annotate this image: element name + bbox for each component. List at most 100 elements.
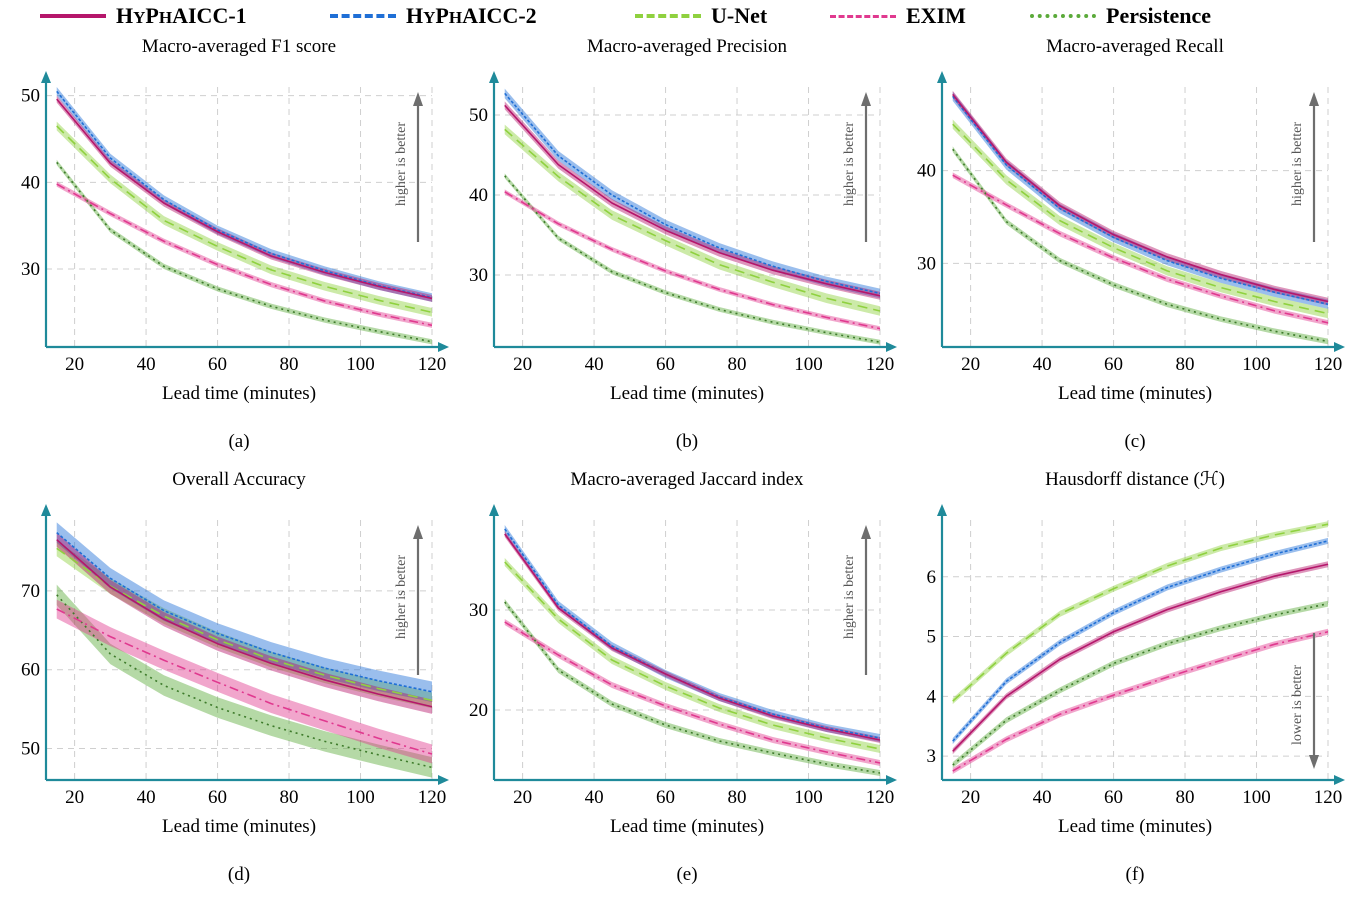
x-tick-label: 60 [1104, 787, 1123, 808]
band-exim [56, 599, 432, 764]
band-hyphaicc-2 [56, 87, 432, 302]
y-axis-arrowhead [489, 71, 499, 83]
x-tick-label: 60 [656, 787, 675, 808]
series-line-hyphaicc-2 [952, 540, 1329, 742]
chart-svg: Overall Accuracy 20 40 60 80 100 120 50 60 70 Lead… [21, 469, 449, 885]
legend-item-exim: EXIM [830, 2, 966, 30]
x-tick-label: 40 [585, 354, 604, 375]
y-tick-label: 30 [21, 259, 40, 280]
chart-title: Macro-averaged Jaccard index [570, 469, 804, 490]
series-line-hyphaicc-1 [504, 104, 881, 297]
band-hyphaicc-1 [504, 101, 880, 300]
grid [46, 520, 433, 780]
x-tick-label: 80 [280, 787, 299, 808]
chart-jaccard-index: Macro-averaged Jaccard index 20 40 60 80 100 1… [448, 465, 897, 897]
y-tick-label: 60 [21, 660, 40, 681]
annotation-text: lower is better [1290, 665, 1305, 745]
annotation-arrowhead [1309, 92, 1319, 106]
y-tick-label: 40 [469, 185, 488, 206]
band-hyphaicc-1 [504, 531, 880, 743]
x-tick-label: 60 [208, 787, 227, 808]
series-line-u-net [504, 561, 881, 750]
x-tick-label: 80 [1176, 787, 1195, 808]
x-tick-label: 100 [346, 354, 375, 375]
y-tick-label: 40 [21, 172, 40, 193]
band-hyphaicc-2 [504, 525, 880, 742]
series-line-hyphaicc-2 [952, 95, 1329, 306]
series-line-exim [504, 191, 881, 330]
y-tick-label: 50 [469, 105, 488, 126]
legend-swatch-u-net [635, 14, 701, 18]
chart-title: Hausdorff distance (ℋ) [1045, 469, 1225, 490]
x-axis-label: Lead time (minutes) [610, 383, 764, 404]
band-hyphaicc-1 [56, 95, 432, 302]
series-line-u-net [952, 523, 1329, 702]
x-tick-label: 80 [728, 354, 747, 375]
x-tick-label: 120 [418, 787, 447, 808]
annotation-text: higher is better [394, 122, 409, 206]
panel-caption: (a) [228, 431, 249, 452]
chart-svg: Macro-averaged Jaccard index 20 40 60 80 100 1… [469, 469, 897, 885]
series-line-hyphaicc-1 [56, 98, 433, 300]
x-tick-label: 120 [866, 354, 895, 375]
series-line-u-net [952, 123, 1329, 315]
annotation-arrowhead [413, 525, 423, 539]
y-tick-label: 20 [469, 700, 488, 721]
chart-precision: Macro-averaged Precision 20 40 60 80 100 120 30… [448, 32, 897, 464]
series-line-exim [952, 174, 1329, 324]
chart-title: Macro-averaged F1 score [142, 36, 336, 57]
y-tick-label: 30 [469, 600, 488, 621]
band-hyphaicc-2 [952, 537, 1328, 745]
annotation-arrowhead [861, 92, 871, 106]
x-axis-label: Lead time (minutes) [1058, 383, 1212, 404]
series-line-persistence [56, 594, 433, 769]
series-line-hyphaicc-1 [504, 533, 881, 741]
x-tick-label: 60 [656, 354, 675, 375]
y-axis-arrowhead [937, 504, 947, 516]
x-tick-label: 80 [1176, 354, 1195, 375]
legend-item-persistence: Persistence [1030, 2, 1211, 30]
x-tick-label: 40 [1033, 787, 1052, 808]
x-axis-label: Lead time (minutes) [610, 816, 764, 837]
annotation-text: higher is better [842, 122, 857, 206]
x-axis-label: Lead time (minutes) [162, 383, 316, 404]
y-tick-label: 30 [917, 253, 936, 274]
chart-svg: Macro-averaged F1 score 20 40 60 80 100 120 30 4… [21, 36, 449, 452]
y-tick-label: 50 [21, 86, 40, 107]
band-exim [504, 189, 880, 331]
x-tick-label: 20 [961, 354, 980, 375]
x-tick-label: 100 [1242, 354, 1271, 375]
x-tick-label: 20 [65, 354, 84, 375]
x-axis-arrowhead [438, 775, 449, 785]
series-line-hyphaicc-1 [952, 93, 1329, 303]
series-line-hyphaicc-2 [504, 92, 881, 295]
x-tick-label: 80 [728, 787, 747, 808]
annotation-arrowhead [861, 525, 871, 539]
x-tick-label: 20 [513, 354, 532, 375]
grid [942, 87, 1329, 347]
y-axis-arrowhead [41, 71, 51, 83]
x-tick-label: 20 [961, 787, 980, 808]
series-line-exim [504, 621, 881, 764]
band-hyphaicc-2 [56, 522, 432, 702]
band-persistence [56, 159, 432, 345]
y-axis-arrowhead [41, 504, 51, 516]
series-line-persistence [56, 161, 433, 343]
y-axis-arrowhead [489, 504, 499, 516]
legend-item-hyphaicc-1: HYPHAICC-1 [40, 2, 247, 30]
annotation-text: higher is better [1290, 122, 1305, 206]
annotation-arrowhead [1309, 755, 1319, 769]
x-tick-label: 60 [1104, 354, 1123, 375]
x-tick-label: 100 [794, 354, 823, 375]
y-tick-label: 6 [927, 567, 937, 588]
legend-swatch-hyphaicc-2 [330, 14, 396, 18]
legend-label-hyphaicc-2: HYPHAICC-2 [406, 3, 537, 28]
band-exim [952, 628, 1328, 775]
legend-item-u-net: U-Net [635, 2, 767, 30]
y-tick-label: 50 [21, 738, 40, 759]
chart-overall-accuracy: Overall Accuracy 20 40 60 80 100 120 50 60 70 Lead… [0, 465, 449, 897]
panel-caption: (c) [1124, 431, 1145, 452]
x-tick-label: 100 [1242, 787, 1271, 808]
y-tick-label: 3 [927, 746, 937, 767]
